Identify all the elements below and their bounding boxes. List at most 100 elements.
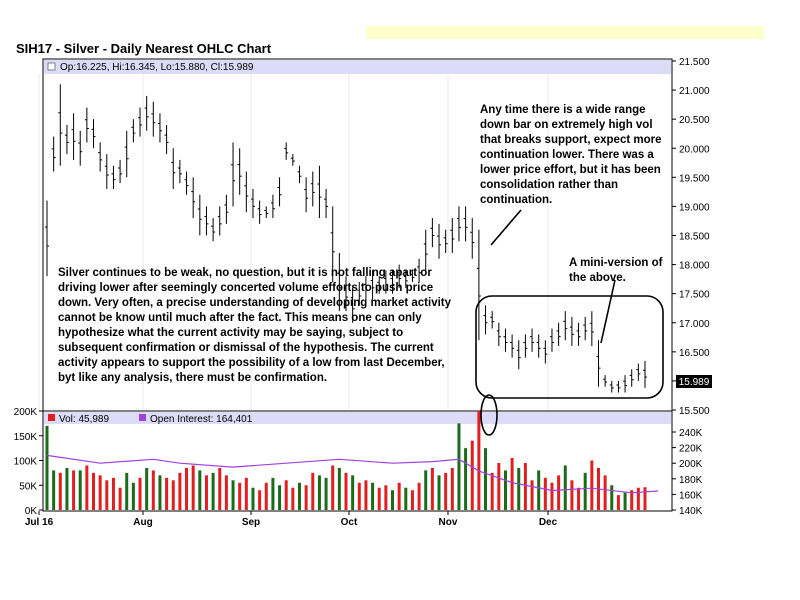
ohlc-bar: [490, 311, 495, 329]
ohlc-bar: [244, 171, 249, 213]
ohlc-bar: [589, 311, 594, 347]
ohlc-bar: [330, 206, 335, 283]
open-interest-line: [46, 454, 659, 494]
ohlc-bar: [171, 148, 176, 189]
ohlc-bar: [616, 380, 621, 393]
ohlc-bar: [377, 276, 382, 294]
ohlc-bar: [45, 200, 49, 277]
volume-bar: [557, 475, 561, 510]
volume-tick-label: 150K: [14, 432, 38, 443]
volume-bar: [490, 472, 494, 510]
ohlc-bar: [603, 375, 608, 387]
volume-bar: [563, 465, 567, 510]
volume-bar: [377, 487, 381, 510]
ohlc-bar: [483, 305, 488, 335]
price-tick-label: 17.500: [679, 290, 710, 301]
volume-bar: [643, 487, 647, 510]
ohlc-bar: [264, 206, 269, 219]
volume-bar: [304, 485, 308, 510]
ohlc-bar: [496, 322, 501, 347]
volume-bar: [484, 448, 488, 510]
volume-bar: [311, 472, 315, 510]
ohlc-bar: [536, 334, 541, 358]
price-tick-label: 16.500: [679, 348, 710, 359]
ohlc-bar: [383, 270, 388, 294]
volume-bar: [464, 448, 468, 510]
price-header-band: [44, 60, 671, 74]
ohlc-bar: [290, 154, 295, 166]
volume-bar: [98, 475, 102, 510]
oi-tick-label: 180K: [679, 475, 703, 486]
volume-bar: [384, 485, 388, 510]
ohlc-bar: [636, 363, 641, 381]
volume-bar: [251, 487, 255, 510]
volume-bar: [284, 480, 288, 510]
volume-bar: [364, 480, 368, 510]
ohlc-bar: [357, 282, 362, 306]
volume-bar: [351, 475, 355, 510]
ohlc-bar: [164, 124, 169, 155]
volume-bar: [437, 475, 441, 510]
volume-bar: [570, 480, 574, 510]
volume-tick-label: 200K: [14, 407, 38, 418]
price-tick-label: 21.000: [679, 86, 710, 97]
volume-bar: [450, 467, 454, 510]
ohlc-bar: [184, 171, 189, 195]
volume-bar: [131, 482, 135, 510]
ohlc-bar: [629, 369, 634, 387]
volume-bar: [244, 477, 248, 510]
volume-bar: [92, 472, 96, 510]
ohlc-bar: [350, 287, 355, 323]
volume-bar: [371, 482, 375, 510]
volume-bar: [331, 465, 335, 510]
volume-bar: [178, 472, 182, 510]
annotation-arrow-mini: [600, 279, 616, 344]
ohlc-bar: [217, 206, 222, 236]
ohlc-bar: [211, 218, 216, 242]
x-tick-label: Aug: [133, 517, 152, 528]
volume-bar: [430, 467, 434, 510]
vol-legend-swatch-icon: [48, 414, 55, 421]
price-legend-box-icon: [47, 62, 56, 71]
x-axis: Jul 16 Aug Sep Oct Nov Dec: [25, 511, 558, 528]
ohlc-bar: [437, 223, 442, 259]
ohlc-bar: [231, 142, 236, 207]
ohlc-bar: [71, 113, 76, 160]
last-price-box: [676, 375, 712, 388]
oi-tick-label: 160K: [679, 490, 703, 501]
ohlc-bar: [370, 270, 375, 300]
volume-bar: [224, 475, 228, 510]
ohlc-bar: [197, 194, 202, 236]
ohlc-bar: [476, 229, 481, 341]
ohlc-bar: [363, 276, 368, 300]
ohlc-bar: [304, 177, 309, 213]
price-tick-label: 20.000: [679, 144, 710, 155]
volume-bar: [165, 477, 169, 510]
ohlc-bar: [450, 218, 455, 253]
ohlc-bar: [144, 95, 149, 131]
chart-title: SIH17 - Silver - Daily Nearest OHLC Char…: [16, 41, 272, 56]
volume-bar: [271, 477, 275, 510]
volume-bar: [477, 411, 481, 510]
volume-bar: [158, 475, 162, 510]
volume-bar: [58, 472, 62, 510]
ohlc-bar: [337, 252, 342, 312]
price-header-text: Op:16.225, Hi:16.345, Lo:15.880, Cl:15.9…: [60, 62, 254, 73]
volume-bar: [344, 472, 348, 510]
price-tick-label: 17.000: [679, 319, 710, 330]
volume-bar: [523, 462, 527, 510]
oi-legend-swatch-icon: [139, 414, 146, 421]
price-bars: [45, 84, 647, 393]
volume-bar: [238, 482, 242, 510]
ohlc-bar: [576, 322, 581, 347]
ohlc-bar: [317, 165, 322, 219]
ohlc-bar: [609, 380, 614, 393]
ohlc-bar: [443, 229, 448, 253]
volume-bar: [583, 472, 587, 510]
ohlc-bar: [51, 136, 56, 172]
ohlc-bar: [583, 316, 588, 341]
ohlc-bar: [277, 177, 282, 207]
ohlc-bar: [430, 218, 435, 248]
volume-bar: [72, 470, 76, 510]
